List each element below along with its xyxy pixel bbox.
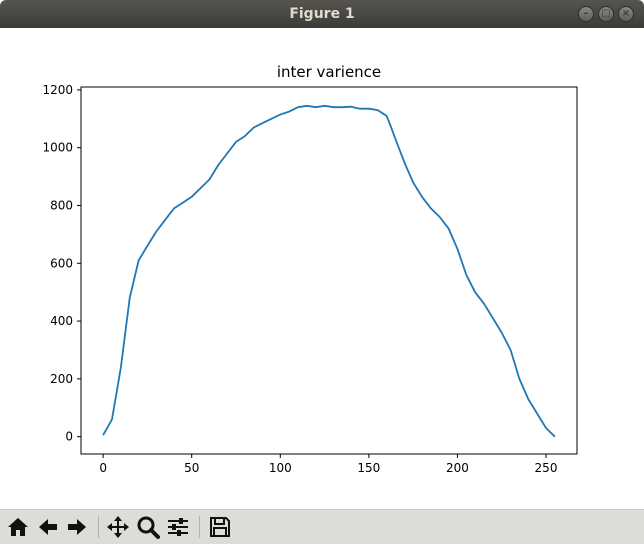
close-button[interactable]: × bbox=[618, 6, 634, 22]
series-line bbox=[102, 104, 556, 438]
navigation-toolbar bbox=[0, 509, 644, 544]
y-tick-label: 1000 bbox=[42, 141, 73, 155]
line-chart: inter varience 0 50 100 150 200 250 0 200 400 60… bbox=[42, 63, 578, 475]
minimize-button[interactable]: – bbox=[578, 6, 594, 22]
x-tick-label: 250 bbox=[535, 461, 558, 475]
y-tick-label: 400 bbox=[50, 314, 73, 328]
toolbar-separator bbox=[98, 516, 99, 538]
home-icon bbox=[8, 518, 28, 536]
y-tick-label: 600 bbox=[50, 256, 73, 270]
plot-frame bbox=[80, 86, 578, 455]
home-button[interactable] bbox=[5, 514, 31, 540]
toolbar-separator bbox=[199, 516, 200, 538]
y-tick-label: 200 bbox=[50, 372, 73, 386]
x-tick-label: 0 bbox=[99, 461, 107, 475]
pan-button[interactable] bbox=[105, 514, 131, 540]
window-titlebar: Figure 1 – □ × bbox=[0, 0, 644, 28]
back-button[interactable] bbox=[35, 514, 61, 540]
back-arrow-icon bbox=[39, 519, 57, 535]
pan-icon bbox=[107, 516, 129, 538]
x-axis: 0 50 100 150 200 250 bbox=[99, 454, 557, 475]
figure-canvas[interactable]: inter varience 0 50 100 150 200 250 0 200 400 60… bbox=[0, 28, 644, 509]
window-title: Figure 1 bbox=[289, 6, 355, 22]
forward-arrow-icon bbox=[68, 519, 86, 535]
maximize-button[interactable]: □ bbox=[598, 6, 614, 22]
x-tick-label: 200 bbox=[446, 461, 469, 475]
save-button[interactable] bbox=[207, 514, 233, 540]
x-tick-label: 150 bbox=[357, 461, 380, 475]
x-tick-label: 50 bbox=[184, 461, 199, 475]
configure-subplots-icon bbox=[168, 518, 188, 536]
y-axis: 0 200 400 600 800 1000 1200 bbox=[42, 83, 81, 444]
chart-title: inter varience bbox=[277, 63, 381, 81]
configure-subplots-button[interactable] bbox=[165, 514, 191, 540]
y-tick-label: 0 bbox=[65, 430, 73, 444]
x-tick-label: 100 bbox=[269, 461, 292, 475]
forward-button[interactable] bbox=[64, 514, 90, 540]
y-tick-label: 800 bbox=[50, 198, 73, 212]
zoom-icon bbox=[137, 516, 160, 539]
zoom-button[interactable] bbox=[135, 514, 161, 540]
y-tick-label: 1200 bbox=[42, 83, 73, 97]
save-icon bbox=[210, 517, 230, 537]
